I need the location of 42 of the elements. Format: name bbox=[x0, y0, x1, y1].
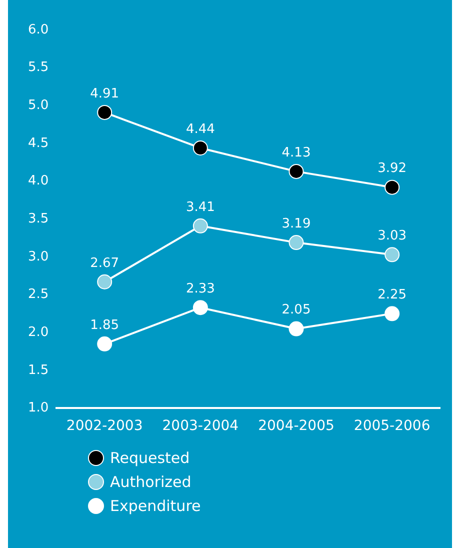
data-label: 2.67 bbox=[90, 256, 120, 271]
point bbox=[192, 218, 208, 234]
y-tick-label: 5.5 bbox=[28, 60, 49, 76]
legend-label: Requested bbox=[110, 449, 190, 467]
data-label: 2.25 bbox=[378, 288, 407, 303]
y-tick-label: 3.5 bbox=[28, 211, 49, 226]
x-tick-label: 2002-2003 bbox=[66, 418, 143, 434]
point bbox=[192, 300, 208, 316]
y-tick-label: 6.0 bbox=[28, 22, 49, 38]
data-label: 2.05 bbox=[282, 302, 311, 318]
x-tick-label: 2005-2006 bbox=[354, 418, 430, 434]
legend-label: Authorized bbox=[110, 473, 192, 491]
x-tick-label: 2004-2005 bbox=[258, 418, 334, 434]
point bbox=[288, 235, 304, 250]
y-tick-label: 2.0 bbox=[28, 324, 49, 340]
data-label: 4.13 bbox=[282, 145, 311, 160]
data-label: 3.41 bbox=[186, 200, 215, 215]
point bbox=[192, 140, 208, 156]
point bbox=[288, 164, 304, 179]
y-tick-label: 5.0 bbox=[28, 98, 49, 114]
y-tick-label: 4.0 bbox=[28, 174, 49, 189]
y-tick-label: 3.0 bbox=[28, 249, 49, 264]
point bbox=[97, 104, 112, 120]
point bbox=[97, 274, 112, 290]
y-tick-label: 1.5 bbox=[28, 362, 49, 378]
y-tick-label: 4.5 bbox=[28, 136, 49, 151]
y-tick-label: 2.5 bbox=[28, 287, 49, 302]
point bbox=[288, 321, 304, 336]
legend-label: Expenditure bbox=[110, 497, 201, 515]
x-tick-label: 2003-2004 bbox=[162, 418, 239, 434]
y-tick-label: 1.0 bbox=[28, 400, 49, 416]
data-label: 1.85 bbox=[90, 318, 120, 333]
data-label: 3.19 bbox=[282, 216, 311, 232]
point bbox=[97, 336, 112, 352]
point bbox=[384, 247, 400, 262]
data-label: 3.92 bbox=[378, 161, 407, 176]
data-label: 3.03 bbox=[378, 228, 407, 244]
data-label: 2.33 bbox=[186, 281, 215, 296]
data-label: 4.91 bbox=[90, 86, 120, 102]
point bbox=[384, 180, 400, 195]
data-label: 4.44 bbox=[186, 122, 215, 137]
point bbox=[384, 306, 400, 322]
